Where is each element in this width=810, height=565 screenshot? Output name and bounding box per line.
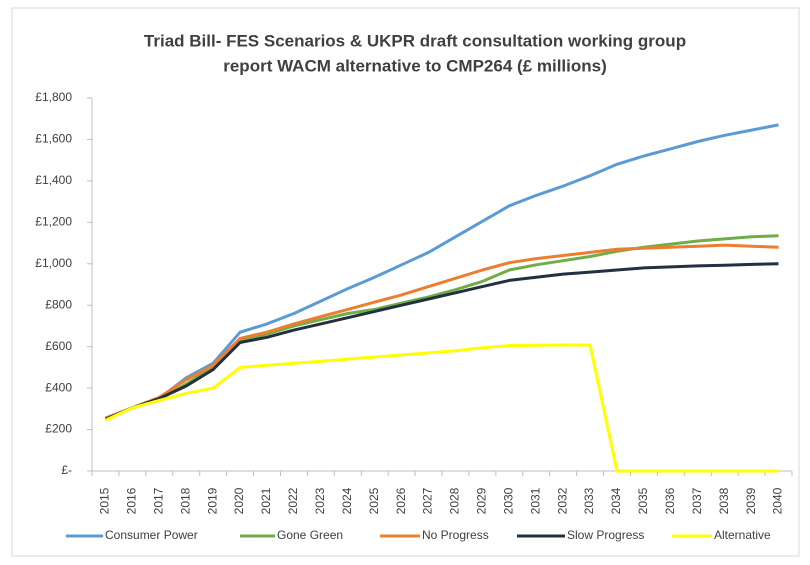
- x-tick-label: 2036: [663, 487, 677, 514]
- legend-label: No Progress: [422, 528, 489, 542]
- y-tick-label: £1,600: [35, 132, 72, 146]
- y-tick-label: £1,400: [35, 173, 72, 187]
- y-tick-label: £400: [45, 380, 72, 394]
- x-tick-label: 2018: [178, 487, 192, 514]
- x-tick-label: 2029: [475, 487, 489, 514]
- x-tick-label: 2038: [717, 487, 731, 514]
- y-tick-label: £-: [61, 463, 72, 477]
- x-tick-label: 2035: [636, 487, 650, 514]
- legend-label: Consumer Power: [105, 528, 198, 542]
- x-tick-label: 2015: [98, 487, 112, 514]
- y-tick-label: £800: [45, 297, 72, 311]
- x-tick-label: 2031: [528, 487, 542, 514]
- x-tick-label: 2032: [555, 487, 569, 514]
- series-line: [104, 343, 779, 473]
- y-tick-label: £1,800: [35, 90, 72, 104]
- x-tick-label: 2028: [448, 487, 462, 514]
- legend-label: Gone Green: [277, 528, 343, 542]
- x-tick-label: 2033: [582, 487, 596, 514]
- x-tick-label: 2019: [205, 487, 219, 514]
- x-tick-label: 2024: [340, 487, 354, 514]
- x-tick-label: 2027: [421, 487, 435, 514]
- x-tick-label: 2021: [259, 487, 273, 514]
- legend-label: Slow Progress: [567, 528, 644, 542]
- x-tick-label: 2025: [367, 487, 381, 514]
- y-tick-label: £1,200: [35, 215, 72, 229]
- chart-border: [11, 7, 800, 557]
- series-line: [104, 123, 779, 420]
- y-tick-label: £600: [45, 339, 72, 353]
- x-tick-label: 2030: [501, 487, 515, 514]
- x-tick-label: 2040: [771, 487, 785, 514]
- y-tick-label: £1,000: [35, 256, 72, 270]
- y-tick-label: £200: [45, 422, 72, 436]
- x-tick-label: 2022: [286, 487, 300, 514]
- x-tick-label: 2034: [609, 487, 623, 514]
- chart-title: Triad Bill- FES Scenarios & UKPR draft c…: [144, 31, 686, 50]
- x-tick-label: 2016: [125, 487, 139, 514]
- x-tick-label: 2037: [690, 487, 704, 514]
- series-line: [104, 243, 779, 420]
- x-tick-label: 2020: [232, 487, 246, 514]
- x-tick-label: 2039: [744, 487, 758, 514]
- legend-label: Alternative: [714, 528, 771, 542]
- chart-title: report WACM alternative to CMP264 (£ mil…: [223, 56, 607, 75]
- x-tick-label: 2026: [394, 487, 408, 514]
- series-line: [104, 262, 779, 421]
- x-tick-label: 2017: [151, 487, 165, 514]
- x-tick-label: 2023: [313, 487, 327, 514]
